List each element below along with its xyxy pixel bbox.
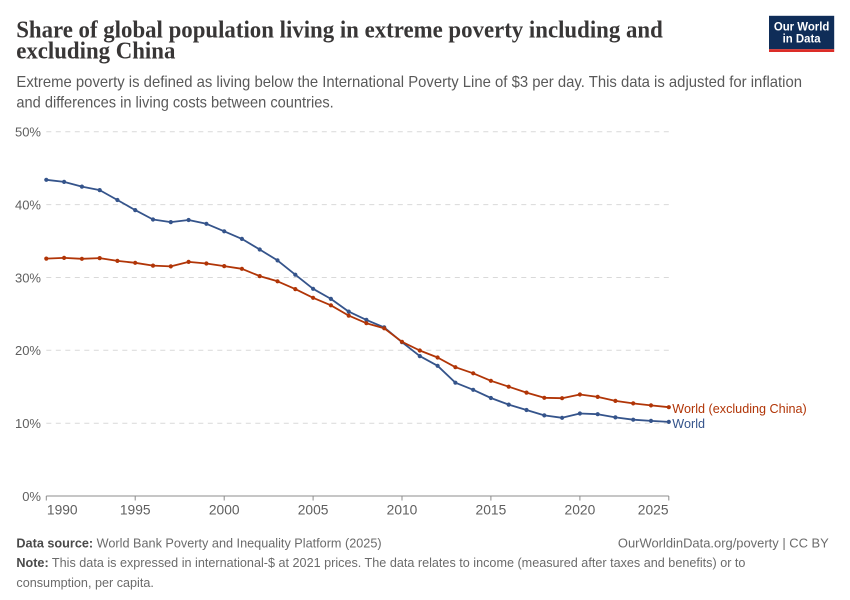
svg-text:Extreme poverty is defined as: Extreme poverty is defined as living bel… [16, 73, 802, 90]
svg-text:OurWorldinData.org/poverty | C: OurWorldinData.org/poverty | CC BY [618, 535, 829, 550]
svg-text:1990: 1990 [47, 503, 78, 518]
svg-text:2020: 2020 [565, 503, 596, 518]
svg-text:Our World: Our World [774, 19, 830, 34]
svg-text:10%: 10% [15, 416, 41, 431]
svg-text:0%: 0% [22, 489, 41, 504]
svg-text:excluding China: excluding China [16, 38, 175, 65]
svg-text:20%: 20% [15, 343, 41, 358]
svg-text:consumption, per capita.: consumption, per capita. [16, 575, 154, 590]
svg-text:World: World [672, 416, 705, 431]
svg-text:2005: 2005 [298, 503, 329, 518]
svg-text:2025: 2025 [638, 503, 669, 518]
svg-text:40%: 40% [15, 197, 41, 212]
svg-text:in Data: in Data [783, 31, 821, 46]
svg-text:and differences in living cost: and differences in living costs between … [16, 94, 333, 112]
svg-text:30%: 30% [15, 270, 41, 285]
svg-text:Note: This data is expressed i: Note: This data is expressed in internat… [16, 555, 745, 570]
svg-text:1995: 1995 [120, 503, 151, 518]
svg-text:2010: 2010 [387, 503, 418, 518]
svg-text:2000: 2000 [209, 503, 240, 518]
svg-text:Share of global population liv: Share of global population living in ext… [16, 17, 663, 44]
svg-text:Data source: World Bank Povert: Data source: World Bank Poverty and Ineq… [16, 535, 381, 550]
svg-text:2015: 2015 [476, 503, 507, 518]
svg-text:50%: 50% [15, 125, 41, 140]
svg-text:World (excluding China): World (excluding China) [672, 401, 806, 416]
